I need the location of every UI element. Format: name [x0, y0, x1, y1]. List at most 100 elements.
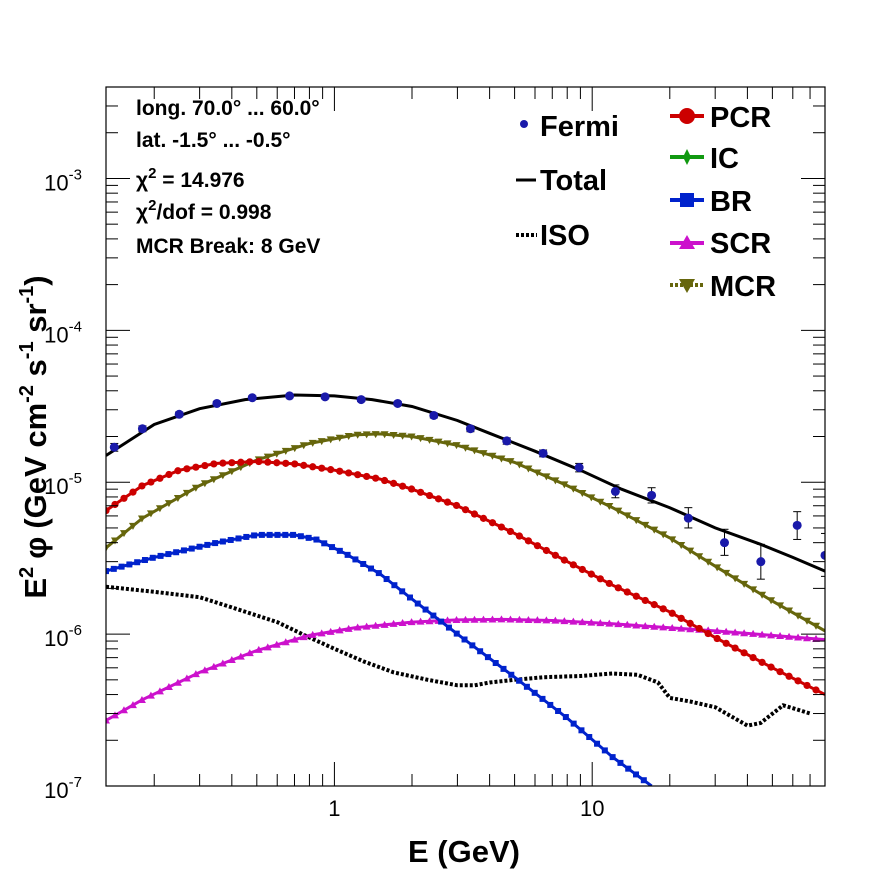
scr-marker [362, 622, 371, 630]
mcr-marker [497, 455, 506, 463]
br-marker [157, 552, 164, 559]
scr-marker [254, 645, 263, 653]
pcr-marker [740, 649, 748, 657]
pcr-marker [767, 663, 775, 671]
mcr-line [106, 432, 825, 633]
br-marker [430, 612, 437, 619]
br-marker [523, 683, 530, 690]
mcr-marker [371, 431, 380, 439]
pcr-marker [470, 510, 479, 518]
mcr-marker [740, 580, 749, 588]
mcr-marker [434, 438, 443, 446]
y-title-open: (GeV cm [18, 403, 53, 529]
mcr-marker [119, 530, 128, 538]
scr-marker [758, 630, 767, 638]
plot-area [106, 391, 825, 786]
scr-marker [110, 711, 119, 719]
y-tick-mantissa: 10 [44, 322, 68, 347]
mcr-marker [200, 480, 209, 488]
pcr-marker [569, 561, 577, 569]
scr-marker [452, 615, 461, 623]
scr-marker [182, 674, 191, 682]
mcr-marker [704, 558, 713, 566]
br-marker [118, 563, 125, 570]
br-marker [173, 549, 180, 556]
pcr-marker [228, 459, 236, 467]
br-marker [180, 547, 187, 554]
scr-marker [497, 615, 506, 623]
y-title-sup1: -2 [16, 385, 38, 403]
pcr-marker [255, 457, 263, 466]
scr-marker [632, 621, 641, 629]
br-marker [266, 531, 273, 538]
pcr-marker [578, 565, 586, 574]
br-marker [227, 536, 234, 543]
pcr-marker [354, 471, 362, 479]
br-marker [555, 707, 562, 714]
pcr-marker [372, 474, 380, 482]
pcr-marker [677, 614, 685, 622]
mcr-marker [722, 569, 731, 577]
scr-marker [776, 632, 785, 640]
scr-marker [137, 695, 146, 703]
mcr-marker [326, 436, 335, 444]
scr-marker [650, 622, 659, 630]
br-marker [383, 576, 390, 583]
mcr-marker [353, 431, 362, 439]
br-marker [251, 532, 258, 539]
pcr-marker [416, 488, 425, 496]
mcr-marker [776, 602, 785, 610]
fermi-data-point [109, 442, 119, 452]
br-marker [134, 559, 141, 566]
scr-marker [560, 617, 569, 625]
pcr-marker [407, 485, 416, 493]
scr-marker [578, 618, 587, 626]
mcr-marker [695, 553, 704, 561]
x-tick-label: 1 [328, 796, 340, 821]
y-tick-exponent: -4 [69, 318, 82, 335]
pcr-marker [345, 469, 353, 477]
pcr-marker [273, 459, 281, 467]
y-title-sup3: -1 [16, 286, 38, 304]
scr-marker [200, 666, 209, 674]
mcr-marker [146, 510, 155, 518]
pcr-marker [156, 474, 164, 482]
mcr-marker [506, 458, 515, 466]
pcr-marker [812, 686, 820, 694]
mcr-marker [686, 547, 695, 555]
y-tick-label: 10-6 [44, 622, 82, 651]
fermi-data-point [502, 436, 512, 446]
fermi-data-point [320, 392, 330, 402]
br-marker [414, 600, 421, 607]
pcr-marker [461, 506, 470, 514]
mcr-marker [209, 476, 218, 484]
br-marker [313, 536, 320, 543]
pcr-marker [336, 467, 344, 475]
pcr-marker [524, 537, 533, 545]
pcr-marker [623, 588, 631, 596]
scr-marker [731, 628, 740, 636]
br-marker [461, 636, 468, 643]
scr-marker [515, 615, 524, 623]
br-marker [126, 561, 133, 568]
pcr-marker [758, 658, 766, 666]
scr-marker [290, 635, 299, 643]
br-marker [368, 565, 375, 572]
scr-marker [398, 619, 407, 627]
y-title-sup2: -1 [16, 341, 38, 359]
br-marker [282, 531, 289, 538]
br-marker [469, 642, 476, 649]
br-marker [305, 534, 312, 541]
pcr-marker [749, 653, 757, 662]
pcr-marker [318, 464, 326, 472]
pcr-marker [641, 596, 649, 605]
br-marker [188, 545, 195, 552]
pcr-marker [542, 546, 550, 555]
mcr-marker [632, 517, 641, 525]
br-marker [531, 689, 538, 696]
scr-marker [605, 619, 614, 627]
scr-marker [326, 627, 335, 635]
scr-marker [749, 629, 758, 637]
fermi-data-point [356, 395, 366, 405]
pcr-marker [210, 460, 218, 468]
